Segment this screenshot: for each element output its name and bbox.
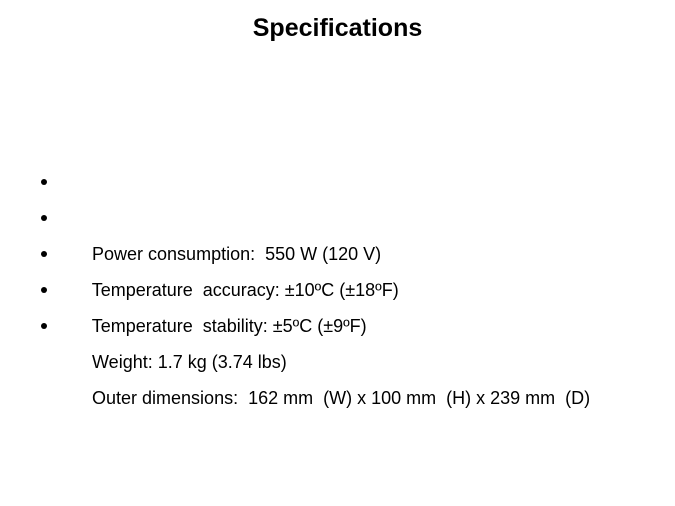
bullet-text: Temperature stability: ±5ºC (±9ºF) xyxy=(91,316,367,336)
bullet-text: Outer dimensions: 162 mm (W) x 100 mm (H… xyxy=(92,388,591,408)
bullet-icon xyxy=(41,215,47,221)
bullet-icon xyxy=(41,251,47,257)
bullet-icon xyxy=(41,323,47,329)
slide-title: Specifications xyxy=(252,14,423,42)
bullet-text: Weight: 1.7 kg (3.74 lbs) xyxy=(92,352,287,372)
bullet-item-power-consumption: Power consumption: 550 W (120 V) xyxy=(38,164,667,264)
bullet-icon xyxy=(41,287,47,293)
bullet-text: Power consumption: 550 W (120 V) xyxy=(92,244,382,264)
bullet-text: Temperature accuracy: ±10ºC (±18ºF) xyxy=(91,280,399,300)
bullet-item-temperature-accuracy: Temperature accuracy: ±10ºC (±18ºF) xyxy=(38,200,667,300)
spec-bullet-list: Power consumption: 550 W (120 V) Tempera… xyxy=(38,164,667,408)
bullet-item-weight: Weight: 1.7 kg (3.74 lbs) xyxy=(38,272,667,372)
bullet-item-temperature-stability: Temperature stability: ±5ºC (±9ºF) xyxy=(38,236,667,336)
bullet-item-outer-dimensions: Outer dimensions: 162 mm (W) x 100 mm (H… xyxy=(38,308,667,408)
bullet-icon xyxy=(41,179,47,185)
